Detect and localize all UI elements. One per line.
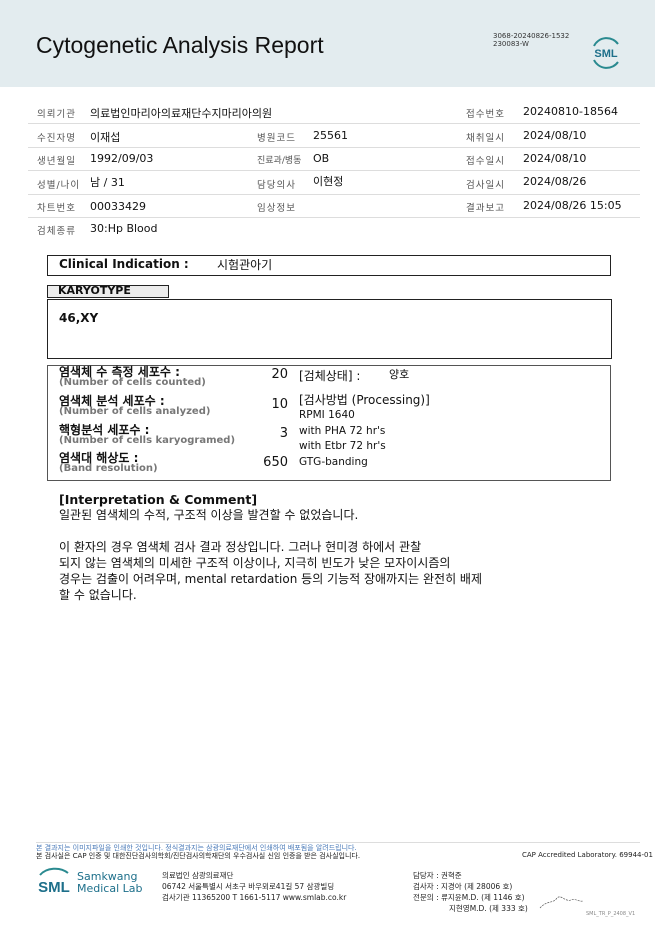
divider (28, 194, 640, 195)
notice-1: 본 결과지는 이미지파일을 인쇄한 것입니다. 정식결과지는 삼광의료재단에서 … (36, 844, 357, 852)
sml-logo-icon: SML (593, 37, 619, 69)
sex-age-value: 남 / 31 (90, 176, 125, 189)
divider (28, 217, 640, 218)
label: 검사일시 (466, 180, 505, 191)
label: 검체종류 (37, 226, 76, 237)
report-code: 3068-20240826-1532 230083-W (493, 32, 569, 48)
reported-value: 2024/08/26 15:05 (523, 199, 622, 212)
cell-count-ko: 염색체 분석 세포수 : (59, 394, 165, 408)
clinical-indication-label: Clinical Indication : (59, 257, 189, 271)
dob-value: 1992/09/03 (90, 152, 154, 165)
staff-line: 검사자 : 지경아 (제 28006 호) (413, 882, 513, 891)
processing-label: [검사방법 (Processing)] (299, 393, 430, 407)
label: 접수일시 (466, 156, 505, 167)
signature-icon (539, 896, 584, 909)
processing-line: with PHA 72 hr's (299, 424, 386, 437)
karyotype-label: KARYOTYPE (47, 285, 169, 298)
label: 접수번호 (466, 109, 505, 120)
comment-body: 이 환자의 경우 염색체 검사 결과 정상입니다. 그러나 현미경 하에서 관찰… (59, 539, 482, 603)
hospital-code-value: 25561 (313, 129, 348, 142)
label: 임상정보 (257, 203, 296, 214)
patient-value: 이재섭 (90, 131, 121, 144)
comment-line: 할 수 없습니다. (59, 588, 137, 602)
svg-text:SML: SML (38, 879, 70, 896)
staff-info: 담당자 : 권혁준 검사자 : 지경아 (제 28006 호) 전문의 : 류지… (413, 870, 528, 914)
dept-value: OB (313, 152, 330, 165)
cell-count-item: 핵형분석 세포수 : (Number of cells karyogramed) (59, 423, 236, 446)
cell-count-ko: 핵형분석 세포수 : (59, 423, 150, 437)
label: 채취일시 (466, 133, 505, 144)
brand-line: Samkwang (77, 870, 138, 883)
org-address: 06742 서울특별시 서초구 바우뫼로41길 57 삼광빌딩 (162, 882, 335, 891)
collected-value: 2024/08/10 (523, 129, 587, 142)
label: 성별/나이 (37, 180, 81, 191)
comment-line: 일관된 염색체의 수적, 구조적 이상을 발견할 수 없었습니다. (59, 508, 359, 522)
specimen-status-label: [검체상태] : (299, 369, 361, 383)
cell-count-item: 염색체 분석 세포수 : (Number of cells analyzed) (59, 394, 211, 417)
label: 진료과/병동 (257, 156, 302, 166)
staff-line: 전문의 : 류지윤M.D. (제 1146 호) (413, 893, 525, 902)
org-contact: 검사기관 11365200 T 1661-5117 www.smlab.co.k… (162, 893, 347, 902)
cell-count-en: (Number of cells karyogramed) (59, 434, 236, 446)
processing-line: RPMI 1640 (299, 409, 355, 421)
processing-lines: RPMI 1640 with PHA 72 hr's with Etbr 72 … (299, 408, 386, 470)
label: 병원코드 (257, 133, 296, 144)
divider (28, 123, 640, 124)
cell-count-item: 염색대 해상도 : (Band resolution) (59, 451, 158, 474)
brand-line: Medical Lab (77, 882, 143, 895)
specimen-value: 30:Hp Blood (90, 222, 158, 235)
report-title: Cytogenetic Analysis Report (36, 32, 324, 58)
cell-count-item: 염색체 수 측정 세포수 : (Number of cells counted) (59, 365, 206, 388)
received-value: 2024/08/10 (523, 152, 587, 165)
receipt-no-value: 20240810-18564 (523, 105, 618, 118)
clinical-indication-box (47, 255, 611, 276)
processing-line: GTG-banding (299, 455, 368, 468)
label: 수진자명 (37, 133, 76, 144)
cells-box (47, 365, 611, 481)
staff-line: 담당자 : 권혁준 (413, 871, 462, 880)
divider (36, 842, 640, 843)
comment-line: 이 환자의 경우 염색체 검사 결과 정상입니다. 그러나 현미경 하에서 관찰 (59, 540, 422, 554)
notice-2: 본 검사실은 CAP 인증 및 대한진단검사의학회/진단검사의학재단의 우수검사… (36, 852, 361, 860)
org-name: 의료법인 삼광의료재단 (162, 871, 234, 880)
cap-accreditation: CAP Accredited Laboratory. 69944-01 (522, 851, 653, 859)
label: 생년월일 (37, 156, 76, 167)
institution-value: 의료법인마리아의료재단수지마리아의원 (90, 107, 273, 120)
divider (28, 147, 640, 148)
cell-count-en: (Number of cells counted) (59, 376, 206, 388)
specimen-status-value: 양호 (389, 368, 410, 381)
cell-count-value: 650 (263, 455, 288, 470)
label: 담당의사 (257, 180, 296, 191)
cell-count-ko: 염색대 해상도 : (59, 451, 139, 465)
tested-value: 2024/08/26 (523, 175, 587, 188)
processing-line: with Etbr 72 hr's (299, 440, 386, 452)
cell-count-en: (Band resolution) (59, 462, 158, 474)
cell-count-value: 10 (271, 397, 288, 412)
doctor-value: 이현정 (313, 175, 344, 188)
karyotype-box (47, 299, 612, 359)
brand-name: Samkwang Medical Lab (77, 871, 143, 895)
report-header (0, 0, 655, 87)
comment-title: [Interpretation & Comment] (59, 492, 258, 507)
code-line: 230083-W (493, 40, 529, 48)
comment-line: 경우는 검출이 어려우며, mental retardation 등의 기능적 … (59, 572, 483, 586)
svg-text:SML: SML (594, 48, 618, 60)
clinical-indication-value: 시험관아기 (217, 258, 273, 272)
label: 의뢰기관 (37, 109, 76, 120)
staff-line: 지현영M.D. (제 333 호) (449, 904, 528, 913)
cell-count-value: 3 (279, 426, 288, 441)
sml-logo-icon: SML (38, 867, 70, 896)
karyotype-value: 46,XY (59, 311, 99, 325)
comment-line: 되지 않는 염색체의 미세한 구조적 이상이나, 지극히 빈도가 낮은 모자이시… (59, 556, 451, 570)
cell-count-value: 20 (271, 367, 288, 382)
label: 차트번호 (37, 203, 76, 214)
label: 결과보고 (466, 203, 505, 214)
form-code: SML_TR_P_2408_V1 (586, 911, 636, 917)
org-info: 의료법인 삼광의료재단 06742 서울특별시 서초구 바우뫼로41길 57 삼… (162, 870, 346, 903)
divider (28, 170, 640, 171)
cell-count-en: (Number of cells analyzed) (59, 405, 211, 417)
cell-count-ko: 염색체 수 측정 세포수 : (59, 365, 180, 379)
chart-value: 00033429 (90, 200, 146, 213)
code-line: 3068-20240826-1532 (493, 32, 570, 40)
